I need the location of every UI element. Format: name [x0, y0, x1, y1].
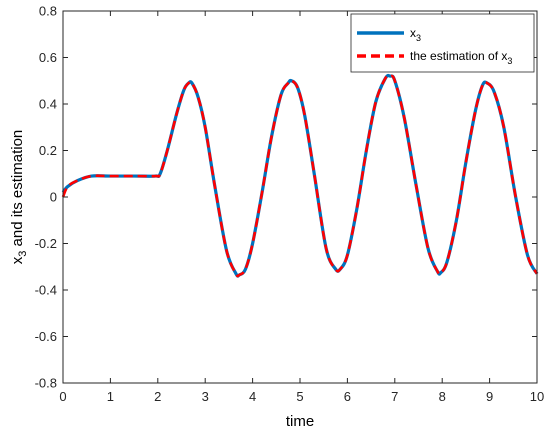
- x-tick-label: 0: [59, 389, 66, 404]
- legend-label-series-2-main: the estimation of x: [410, 49, 507, 63]
- legend-box: [350, 13, 535, 73]
- legend-label-series-2-sub: 3: [507, 56, 512, 66]
- y-axis-title-rest: and its estimation: [9, 130, 26, 251]
- x-tick-label: 6: [344, 389, 351, 404]
- legend: x3 the estimation of x3: [350, 13, 535, 73]
- y-tick-label: -0.4: [35, 283, 57, 298]
- y-axis-title-main: x: [9, 256, 26, 264]
- y-axis-title-sub: 3: [17, 251, 29, 257]
- y-tick-label: 0: [50, 190, 57, 205]
- plot-background: [63, 11, 537, 383]
- x-tick-label: 7: [391, 389, 398, 404]
- x-tick-label: 9: [486, 389, 493, 404]
- y-tick-label: 0.2: [39, 143, 57, 158]
- x-tick-label: 10: [530, 389, 544, 404]
- x-tick-label: 4: [249, 389, 256, 404]
- legend-label-series-1-sub: 3: [416, 33, 421, 43]
- y-axis-title: x3 and its estimation: [9, 130, 29, 265]
- y-tick-label: -0.2: [35, 236, 57, 251]
- x-tick-label: 5: [296, 389, 303, 404]
- series-layer: [61, 73, 539, 278]
- x-tick-label: 3: [202, 389, 209, 404]
- tick-layer: 0 1 2 3 4 5 6 7 8 9 10 -0.8 -0.6 -0.4 -0.2 0 0.2 0.4 0.6 0.…: [35, 4, 545, 405]
- y-tick-label: 0.8: [39, 4, 57, 19]
- legend-label-series-2: the estimation of x3: [410, 49, 512, 66]
- y-tick-label: 0.4: [39, 97, 57, 112]
- y-tick-label: -0.8: [35, 376, 57, 391]
- y-tick-label: -0.6: [35, 329, 57, 344]
- legend-label-series-1: x3: [410, 26, 421, 43]
- y-tick-label: 0.6: [39, 50, 57, 65]
- series-line-2: [61, 74, 539, 278]
- legend-label-series-1-main: x: [410, 26, 416, 40]
- x-tick-label: 2: [154, 389, 161, 404]
- x-tick-label: 8: [439, 389, 446, 404]
- x-tick-label: 1: [107, 389, 114, 404]
- x-axis-title: time: [286, 413, 314, 430]
